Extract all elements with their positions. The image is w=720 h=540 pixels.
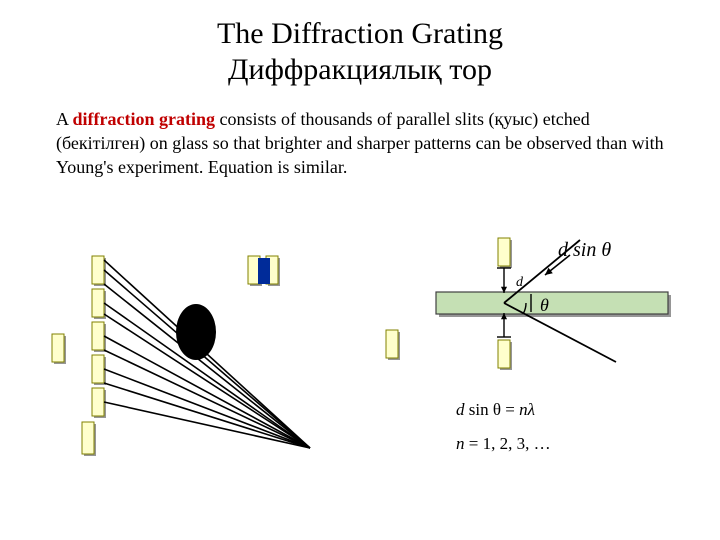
- label-dsin: d sin θ: [558, 239, 611, 261]
- grating-bar: [436, 292, 668, 314]
- eq1-n: n: [519, 400, 528, 419]
- left-slit-0: [92, 256, 104, 284]
- eq2-n: n: [456, 434, 465, 453]
- eq2-rest: = 1, 2, 3, …: [465, 434, 551, 453]
- ray-8: [104, 350, 310, 448]
- diagram-stage: d θ d sin θ: [0, 0, 720, 540]
- ray-6: [104, 284, 310, 448]
- left-slit-3: [92, 355, 104, 383]
- equation-dsin: d sin θ = nλ: [456, 400, 535, 420]
- label-d: d: [516, 275, 524, 290]
- right-bottom-slit: [498, 340, 510, 368]
- left-slit-4: [92, 388, 104, 416]
- right-far-slit: [386, 330, 398, 358]
- label-theta: θ: [540, 295, 549, 315]
- left-slit-2: [92, 322, 104, 350]
- focus-oval: [176, 304, 216, 360]
- left-slit-1: [92, 289, 104, 317]
- pair-slit-blue: [258, 258, 270, 284]
- equation-orders: n = 1, 2, 3, …: [456, 434, 551, 454]
- right-top-slit: [498, 238, 510, 266]
- left-slit-5: [82, 422, 94, 454]
- eq1-lambda: λ: [528, 400, 535, 419]
- ray-0: [104, 270, 310, 448]
- eq1-d: d: [456, 400, 465, 419]
- left-slit-6: [52, 334, 64, 362]
- eq1-mid: sin θ =: [465, 400, 520, 419]
